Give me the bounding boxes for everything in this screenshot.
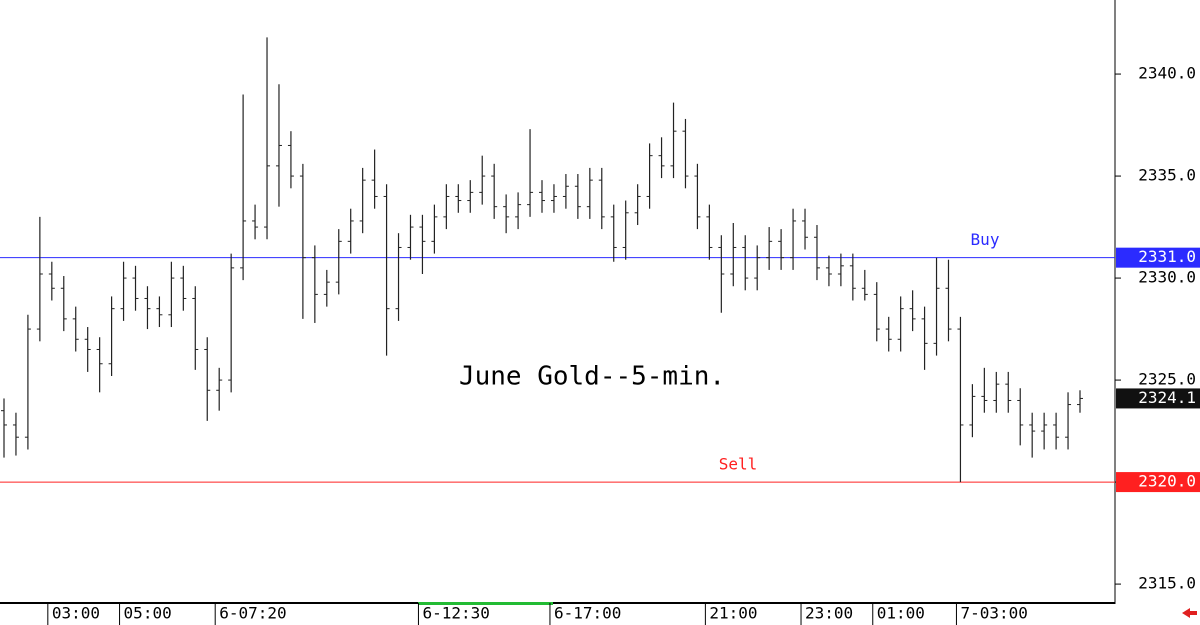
reference-name: Buy [971, 230, 1000, 249]
scroll-arrow [1182, 608, 1197, 618]
last-price-label: 2324.1 [1138, 388, 1196, 407]
price-box [1116, 472, 1200, 493]
x-tick-label: 23:00 [805, 604, 853, 623]
price-box [1116, 247, 1200, 268]
x-tick-label: 7-03:00 [960, 604, 1027, 623]
price-label: 2320.0 [1138, 472, 1196, 491]
x-tick-label: 21:00 [709, 604, 757, 623]
price-label: 2331.0 [1138, 247, 1196, 266]
x-tick-label: 6-07:20 [219, 604, 286, 623]
reference-name: Sell [719, 455, 758, 474]
x-tick-label: 03:00 [52, 604, 100, 623]
x-tick-label: 6-17:00 [554, 604, 621, 623]
y-tick-label: 2315.0 [1138, 574, 1196, 593]
x-tick-label: 01:00 [877, 604, 925, 623]
y-tick-label: 2330.0 [1138, 268, 1196, 287]
y-tick-label: 2340.0 [1138, 64, 1196, 83]
x-tick-label: 05:00 [124, 604, 172, 623]
session-marker [418, 602, 553, 605]
y-tick-label: 2325.0 [1138, 370, 1196, 389]
x-tick-label: 6-12:30 [422, 604, 489, 623]
y-tick-label: 2335.0 [1138, 166, 1196, 185]
last-price-box [1116, 388, 1200, 409]
chart-title: June Gold--5-min. [459, 362, 725, 392]
